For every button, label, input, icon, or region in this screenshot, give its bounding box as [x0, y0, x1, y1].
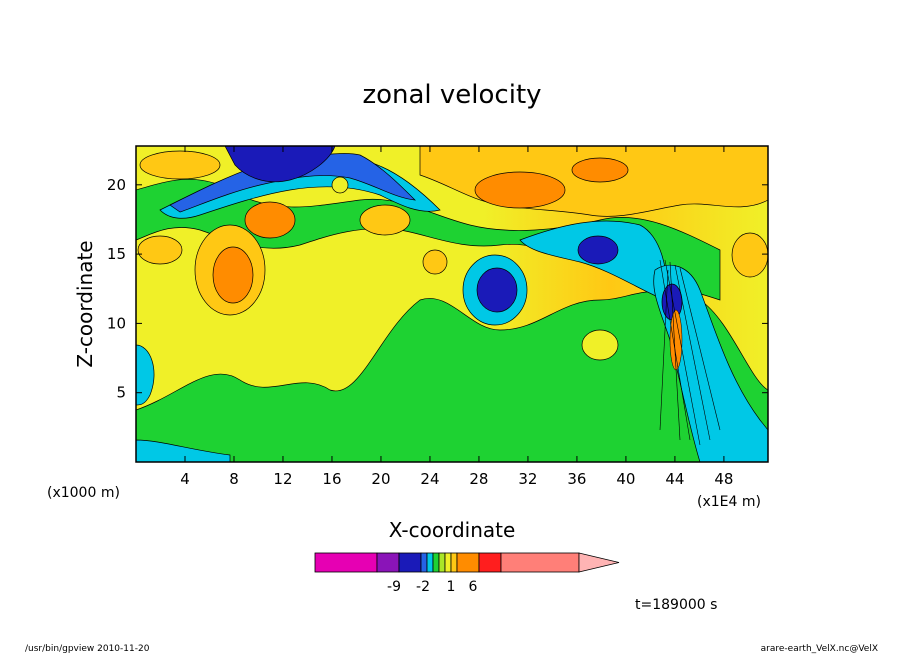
colorbar-segment [314, 552, 378, 573]
z-unit-note: (x1000 m) [47, 485, 120, 501]
orange-core [571, 157, 629, 183]
breaking-contour-lines [659, 259, 721, 446]
contour-field [136, 146, 768, 462]
footer-left: /usr/bin/gpview 2010-11-20 [25, 644, 150, 654]
x-tick-label: 4 [180, 470, 190, 488]
x-tick-label: 20 [371, 470, 390, 488]
orange-core [474, 171, 566, 209]
x-unit-note: (x1E4 m) [697, 494, 761, 510]
yellow-island [331, 176, 349, 194]
time-label: t=189000 s [635, 597, 717, 613]
x-tick-label: 32 [518, 470, 537, 488]
lower-left-cyan-strip [136, 439, 231, 462]
right-blue-core [577, 235, 619, 265]
orange-core [244, 201, 296, 239]
footer-right: arare-earth_VelX.nc@VelX [761, 644, 878, 654]
colorbar-segment [376, 552, 400, 573]
colorbar: -9 -2 1 6 [314, 552, 620, 595]
colorbar-segment [426, 552, 434, 573]
x-tick-label: 16 [322, 470, 341, 488]
orange-blob [359, 204, 411, 236]
orange-blob [422, 249, 448, 275]
orange-blob [137, 235, 183, 265]
x-tick-label: 24 [420, 470, 439, 488]
chart-title: zonal velocity [362, 80, 541, 110]
yellow-island [581, 329, 619, 361]
x-tick-label: 44 [665, 470, 684, 488]
x-tick-label: 28 [469, 470, 488, 488]
x-axis: 4 8 12 16 20 24 28 32 36 40 44 48 [180, 146, 733, 488]
colorbar-segment [450, 552, 458, 573]
top-navy-core [224, 146, 336, 183]
colorbar-label: 1 [447, 579, 456, 595]
x-tick-label: 36 [567, 470, 586, 488]
left-edge-cyan-patch [136, 344, 155, 406]
colorbar-segment [500, 552, 580, 573]
colorbar-arrow [578, 552, 620, 573]
orange-blob [139, 150, 221, 180]
colorbar-segment [444, 552, 452, 573]
x-tick-label: 48 [714, 470, 733, 488]
plot-frame [135, 145, 769, 463]
x-tick-label: 8 [229, 470, 239, 488]
orange-blob [731, 232, 768, 278]
mid-blue-core [476, 267, 518, 313]
wave-breaking-zone [653, 264, 768, 462]
colorbar-segment [432, 552, 440, 573]
y-tick-label: 10 [107, 314, 126, 332]
y-tick-label: 5 [116, 384, 126, 402]
colorbar-label: -9 [387, 579, 401, 595]
y-tick-label: 20 [107, 176, 126, 194]
x-tick-label: 12 [273, 470, 292, 488]
colorbar-segment [478, 552, 502, 573]
orange-core [212, 246, 254, 304]
colorbar-segment [438, 552, 446, 573]
y-axis: 5 10 15 20 [107, 176, 768, 402]
colorbar-segment [420, 552, 428, 573]
x-axis-label: X-coordinate [389, 518, 516, 542]
y-tick-label: 15 [107, 245, 126, 263]
colorbar-label: 6 [469, 579, 478, 595]
colorbar-segment [456, 552, 480, 573]
y-axis-label: Z-coordinate [73, 240, 97, 367]
colorbar-segment [398, 552, 422, 573]
x-tick-label: 40 [616, 470, 635, 488]
colorbar-label: -2 [416, 579, 430, 595]
